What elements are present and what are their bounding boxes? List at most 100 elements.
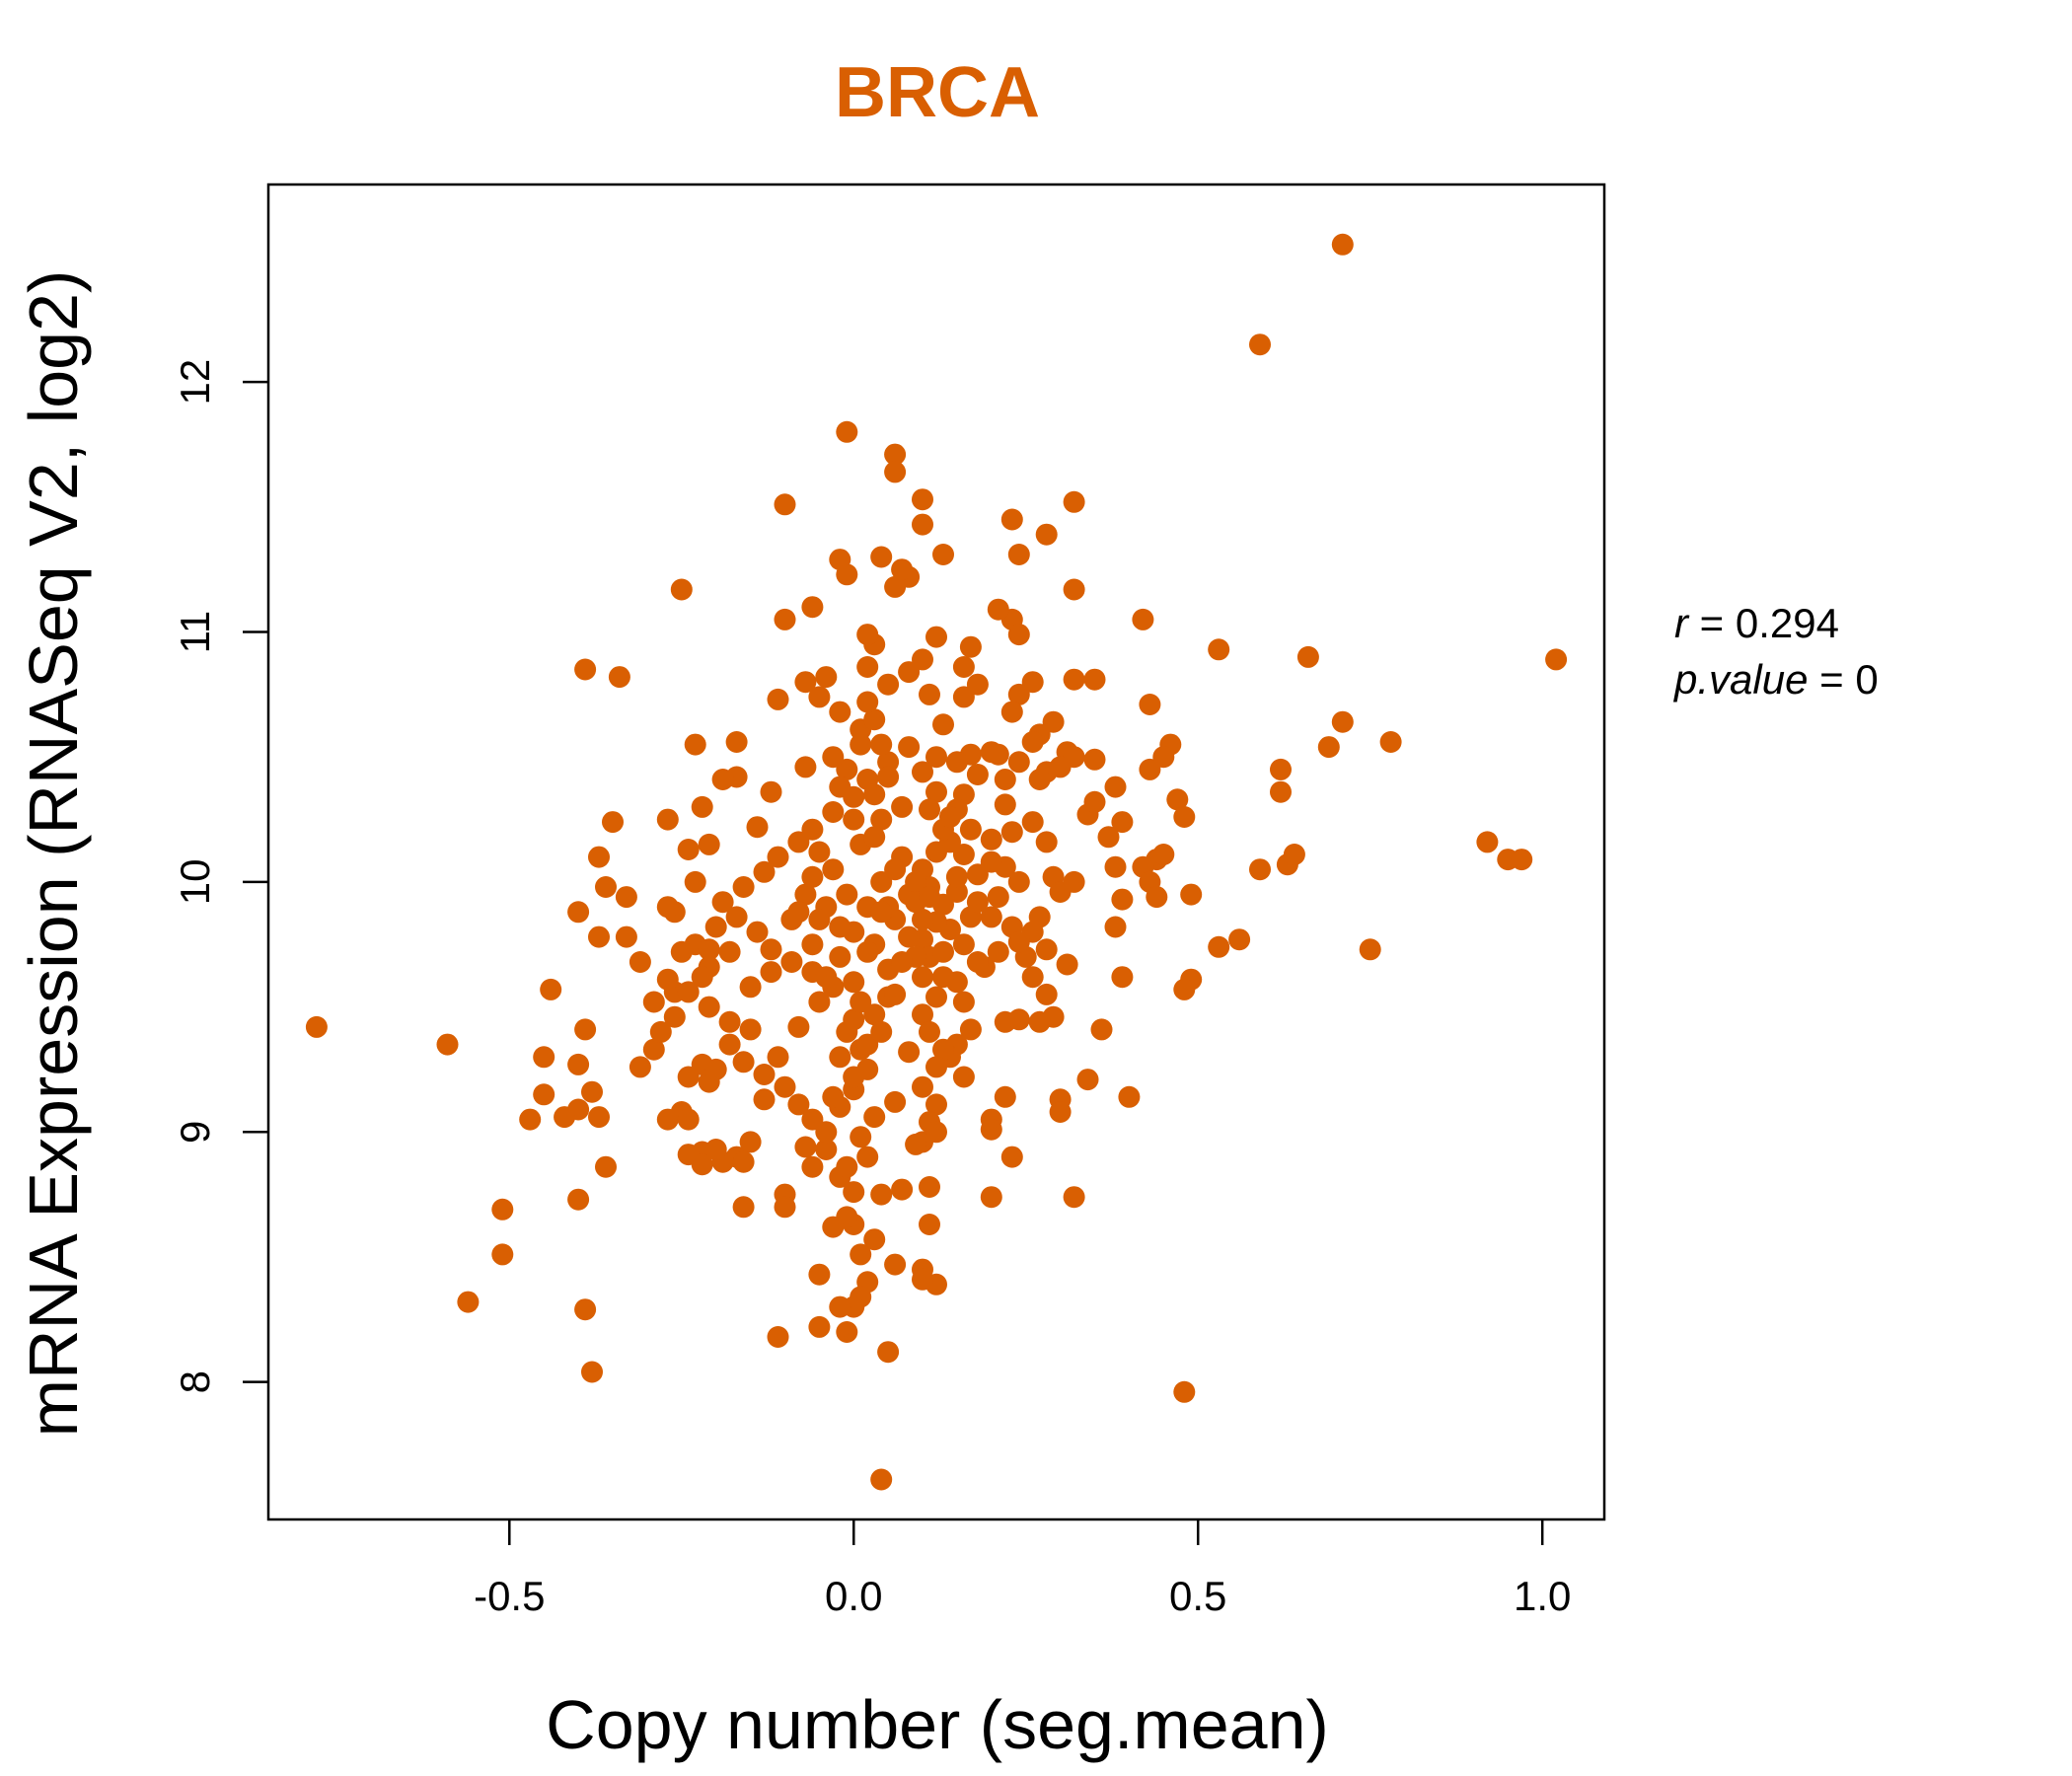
data-point: [808, 908, 831, 930]
r-value: 0.294: [1736, 600, 1839, 646]
data-point: [925, 780, 947, 803]
data-point: [753, 1088, 776, 1111]
data-point: [1132, 608, 1154, 630]
data-point: [836, 420, 858, 443]
data-point: [1331, 710, 1354, 733]
data-point: [567, 1053, 590, 1075]
data-point: [670, 578, 693, 601]
data-point: [966, 673, 989, 696]
data-point: [574, 1298, 597, 1321]
data-point: [670, 940, 693, 963]
data-point: [1545, 648, 1568, 671]
data-point: [725, 906, 748, 928]
data-point: [898, 925, 921, 948]
data-point: [925, 1056, 947, 1078]
data-point: [767, 1326, 789, 1348]
data-point: [912, 1075, 933, 1098]
data-point: [870, 870, 893, 893]
data-point: [608, 666, 630, 689]
r-statistic: r = 0.294: [1674, 600, 1839, 646]
data-point: [822, 801, 845, 823]
data-point: [1035, 938, 1058, 961]
data-point: [774, 493, 796, 516]
data-point: [808, 841, 831, 863]
data-point: [1228, 928, 1251, 951]
data-point: [932, 544, 954, 565]
data-point: [801, 933, 824, 956]
data-point: [980, 741, 1002, 764]
p-label: p.value: [1672, 656, 1808, 703]
data-point: [884, 461, 907, 483]
data-point: [1028, 769, 1051, 790]
data-point: [856, 656, 879, 678]
data-point: [912, 513, 933, 536]
data-point: [959, 1018, 982, 1041]
data-point: [704, 916, 727, 938]
data-point: [691, 795, 713, 818]
data-point: [843, 1066, 865, 1088]
data-point: [815, 966, 838, 989]
data-point: [746, 816, 769, 839]
data-point: [677, 1066, 700, 1088]
data-point: [794, 671, 817, 694]
data-point: [1359, 938, 1381, 961]
p-value: 0: [1855, 656, 1878, 703]
data-point: [925, 626, 947, 648]
data-point: [952, 933, 975, 956]
data-point: [808, 1263, 831, 1286]
data-point: [912, 1003, 933, 1026]
data-point: [1111, 811, 1134, 834]
data-point: [1028, 1010, 1051, 1033]
data-point: [945, 881, 968, 903]
x-tick-label: 0.5: [1169, 1573, 1226, 1619]
data-point: [629, 1056, 651, 1078]
data-point: [787, 1015, 810, 1038]
data-point: [457, 1291, 480, 1313]
data-point: [863, 708, 886, 731]
data-point: [877, 766, 900, 788]
data-point: [753, 860, 776, 883]
data-point: [780, 908, 803, 930]
data-point: [533, 1046, 555, 1069]
data-point: [870, 1468, 893, 1491]
data-point: [684, 870, 706, 893]
data-point: [1063, 578, 1085, 601]
data-point: [925, 1121, 947, 1144]
data-point: [774, 1196, 796, 1219]
data-point: [829, 945, 851, 968]
data-point: [843, 971, 865, 994]
data-point: [436, 1033, 459, 1056]
data-point: [1049, 756, 1072, 778]
data-point: [919, 1020, 940, 1043]
data-point: [574, 658, 597, 681]
data-point: [815, 666, 838, 689]
data-point: [919, 683, 940, 705]
data-point: [925, 746, 947, 769]
data-point: [588, 846, 610, 868]
data-point: [1173, 1380, 1196, 1403]
data-point: [870, 1020, 893, 1043]
data-point: [732, 876, 755, 898]
plot-area-frame: [266, 183, 1606, 1521]
data-point: [980, 851, 1002, 873]
data-point: [801, 1155, 824, 1178]
x-axis-title: Copy number (seg.mean): [546, 1686, 1329, 1763]
data-point: [774, 608, 796, 630]
data-point: [987, 886, 1009, 909]
data-point: [1056, 953, 1078, 976]
data-point: [732, 1150, 755, 1173]
data-point: [656, 1108, 679, 1131]
data-point: [1180, 883, 1203, 906]
data-point: [704, 1058, 727, 1080]
data-point: [966, 863, 989, 886]
data-point: [863, 783, 886, 806]
data-point: [305, 1015, 328, 1038]
data-point: [898, 661, 921, 684]
data-point: [856, 940, 879, 963]
p-statistic: p.value = 0: [1672, 656, 1879, 703]
data-point: [919, 1176, 940, 1198]
data-point: [540, 978, 562, 1000]
data-point: [863, 826, 886, 849]
data-point: [808, 991, 831, 1013]
data-point: [1111, 888, 1134, 911]
